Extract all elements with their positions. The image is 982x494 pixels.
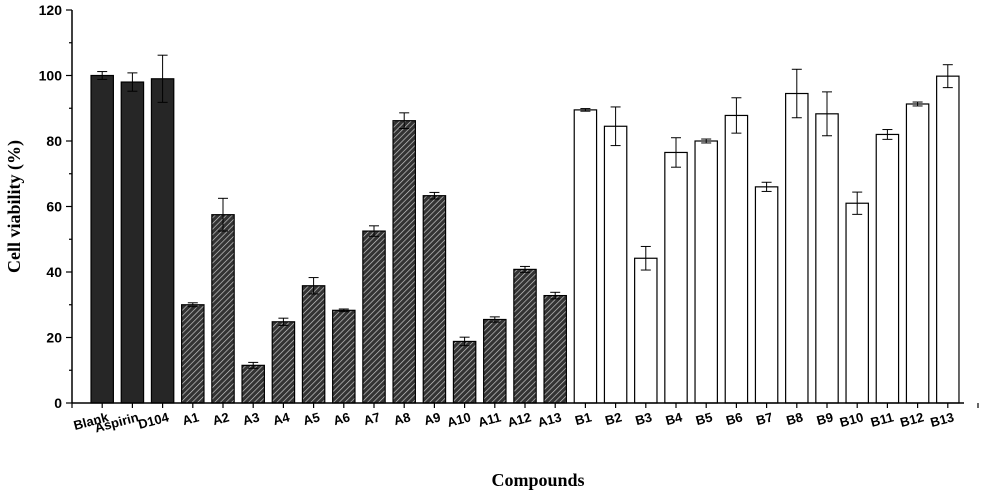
bar-b1 (573, 109, 598, 404)
y-tick-label: 40 (46, 264, 62, 280)
x-tick-label-a9: A9 (422, 409, 442, 428)
bar-b12 (905, 103, 930, 404)
error-bars-group (97, 54, 953, 369)
x-tick-label-b11: B11 (869, 409, 895, 429)
bar-a2 (211, 214, 235, 404)
x-tick-label-a1: A1 (181, 409, 201, 428)
x-tick-label-a4: A4 (271, 409, 292, 428)
x-tick-label-a11: A11 (476, 409, 502, 429)
bar-b2 (603, 125, 628, 404)
bar-a12 (513, 268, 537, 404)
x-tick-label-b4: B4 (664, 409, 685, 428)
x-tick-label-b10: B10 (838, 409, 865, 430)
y-ticks-group: 0 20 40 60 80 100 120 (39, 2, 72, 411)
bar-b6 (724, 114, 749, 404)
x-tick-label-b3: B3 (634, 409, 654, 428)
x-tick-label-a5: A5 (301, 409, 321, 428)
bar-b7 (754, 186, 779, 404)
x-tick-label-a6: A6 (332, 409, 352, 428)
x-axis-title: Compounds (491, 470, 584, 490)
x-tick-label-b6: B6 (724, 409, 744, 428)
x-tick-label-a12: A12 (506, 409, 533, 430)
bar-a13 (543, 294, 567, 404)
bar-b11 (875, 133, 900, 404)
y-tick-label: 0 (54, 395, 62, 411)
x-tick-label-b12: B12 (898, 409, 925, 430)
y-tick-label: 80 (46, 133, 62, 149)
bar-a3 (241, 364, 265, 404)
bar-a9 (422, 195, 447, 404)
x-tick-label-b1: B1 (573, 409, 593, 428)
y-tick-label: 60 (46, 199, 62, 215)
x-tick-label-b5: B5 (694, 409, 714, 428)
x-tick-label-d104: D104 (136, 409, 171, 432)
bar-b8 (785, 92, 809, 404)
bar-a5 (301, 285, 326, 404)
x-tick-label-a2: A2 (211, 409, 231, 428)
x-tick-label-b2: B2 (603, 409, 623, 428)
x-tick-label-b7: B7 (754, 409, 774, 428)
bars-group (90, 74, 960, 404)
x-tick-label-a7: A7 (362, 409, 382, 428)
x-tick-label-b13: B13 (929, 409, 956, 430)
x-tick-label-b9: B9 (815, 409, 835, 428)
bar-a11 (483, 318, 507, 404)
bar-a7 (362, 230, 386, 404)
bar-a10 (452, 340, 477, 404)
bar-a1 (181, 304, 205, 404)
y-tick-label: 20 (46, 330, 62, 346)
bar-a6 (332, 309, 356, 404)
x-tick-label-a3: A3 (241, 409, 261, 428)
x-tick-label-b8: B8 (785, 409, 805, 428)
bar-a8 (392, 120, 416, 404)
bar-b9 (815, 113, 839, 404)
bar-b3 (634, 257, 658, 404)
x-tick-label-a10: A10 (445, 409, 472, 430)
y-tick-label: 120 (39, 2, 63, 18)
x-tick-label-a8: A8 (392, 409, 412, 428)
bar-blank (90, 74, 114, 404)
bar-aspirin (120, 81, 145, 404)
x-tick-label-a13: A13 (536, 409, 563, 430)
bar-b13 (936, 75, 960, 404)
bar-b4 (664, 151, 688, 404)
bar-a4 (271, 321, 296, 404)
y-tick-label: 100 (39, 68, 63, 84)
y-axis-title: Cell viability (%) (4, 140, 25, 273)
bar-b5 (694, 140, 718, 404)
bar-b10 (845, 202, 869, 404)
bar-d104 (150, 78, 175, 404)
